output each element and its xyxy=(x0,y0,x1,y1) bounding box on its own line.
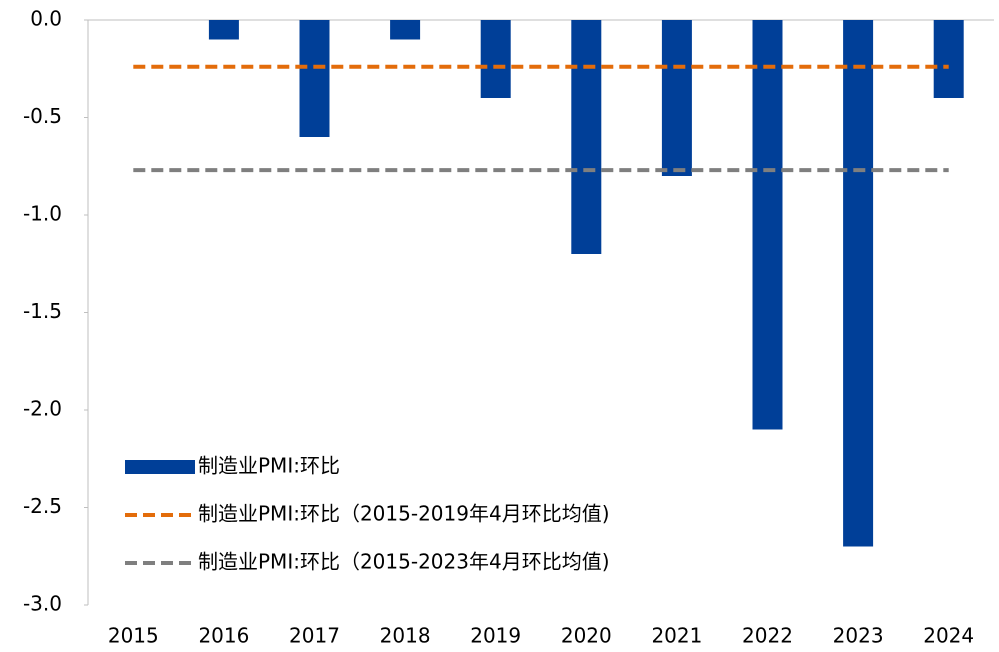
x-tick-label: 2024 xyxy=(923,624,974,648)
y-tick-label: -1.5 xyxy=(23,299,62,323)
bar xyxy=(571,20,602,254)
x-tick-label: 2021 xyxy=(651,624,702,648)
x-tick-label: 2017 xyxy=(289,624,340,648)
y-tick-label: -1.0 xyxy=(23,202,62,226)
y-tick-label: -3.0 xyxy=(23,592,62,616)
bar xyxy=(843,20,874,547)
legend-label: 制造业PMI:环比 xyxy=(198,454,340,478)
y-tick-label: 0.0 xyxy=(30,7,62,31)
x-tick-label: 2023 xyxy=(833,624,884,648)
legend-label: 制造业PMI:环比（2015-2019年4月环比均值) xyxy=(198,502,610,526)
legend-swatch xyxy=(125,460,195,474)
x-tick-label: 2019 xyxy=(470,624,521,648)
bar xyxy=(208,20,239,40)
bar xyxy=(933,20,964,98)
legend-label: 制造业PMI:环比（2015-2023年4月环比均值) xyxy=(198,550,610,574)
bar xyxy=(390,20,421,40)
bar xyxy=(480,20,511,98)
x-tick-label: 2015 xyxy=(108,624,159,648)
bar xyxy=(752,20,783,430)
y-tick-label: -2.0 xyxy=(23,397,62,421)
bar xyxy=(299,20,330,137)
y-tick-label: -0.5 xyxy=(23,104,62,128)
x-tick-label: 2018 xyxy=(380,624,431,648)
bar xyxy=(661,20,692,176)
x-tick-label: 2022 xyxy=(742,624,793,648)
x-tick-label: 2016 xyxy=(198,624,249,648)
y-tick-label: -2.5 xyxy=(23,494,62,518)
x-tick-label: 2020 xyxy=(561,624,612,648)
